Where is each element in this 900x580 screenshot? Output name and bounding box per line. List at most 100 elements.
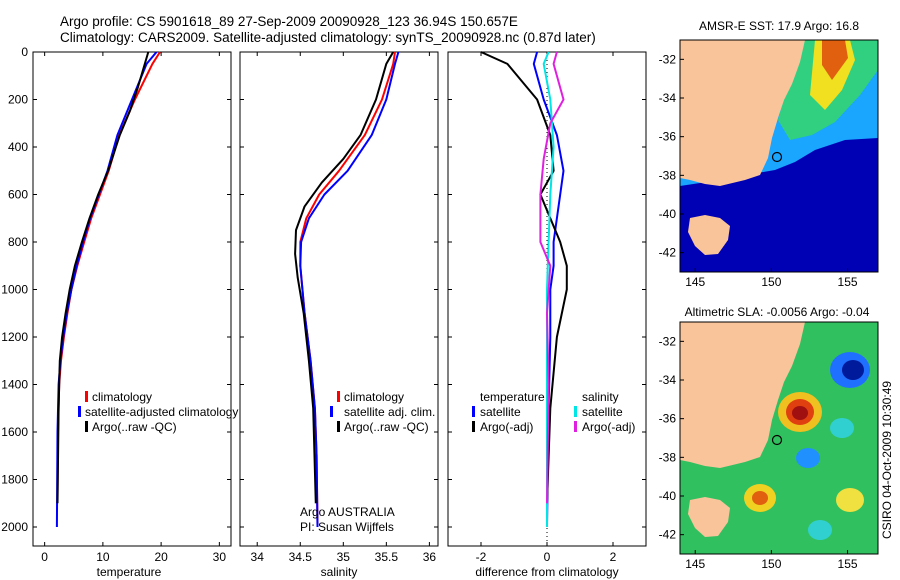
map-y-tick-label: -34 (659, 373, 677, 387)
x-tick-label: 10 (96, 550, 110, 564)
legend-label-argo: Argo(..raw -QC) (92, 420, 177, 434)
sla-low-anomaly-east (830, 418, 854, 438)
sst-map-title: AMSR-E SST: 17.9 Argo: 16.8 (699, 19, 859, 33)
sla-map-panel: Altimetric SLA: -0.0056 Argo: -0.04 145 1… (659, 305, 879, 571)
sla-argo-location-marker (771, 434, 783, 446)
map-y-tick-label: -34 (659, 91, 677, 105)
x-tick-label: 34.5 (289, 550, 313, 564)
legend-label-climatology: climatology (344, 390, 404, 404)
sla-map-title: Altimetric SLA: -0.0056 Argo: -0.04 (685, 305, 870, 319)
map-y-tick-label: -38 (659, 450, 677, 464)
temperature-legend: climatology satellite-adjusted climatolo… (78, 390, 238, 434)
sst-argo-location-marker (771, 151, 783, 163)
sst-land-tasmania (688, 215, 730, 255)
difference-xlabel: difference from climatology (475, 565, 618, 579)
y-tick-label: 800 (8, 235, 28, 249)
x-tick-label: 34 (251, 550, 265, 564)
argo-program-annotation: Argo AUSTRALIA (300, 505, 395, 519)
sla-low-anomaly-mid (796, 448, 820, 468)
legend-swatch-temp-argo (472, 421, 475, 432)
legend-swatch-climatology (337, 391, 340, 402)
map-x-tick-label: 155 (838, 275, 858, 289)
legend-swatch-sal-argo (574, 421, 577, 432)
x-tick-label: 20 (154, 550, 168, 564)
series-line-temperature-satellite (532, 51, 565, 528)
map-x-tick-label: 150 (761, 275, 781, 289)
map-x-tick-label: 155 (838, 557, 858, 571)
map-x-tick-label: 150 (761, 557, 781, 571)
sst-map-frame (679, 39, 879, 273)
x-tick-label: 0 (544, 550, 551, 564)
y-tick-label: 1400 (1, 378, 28, 392)
legend-heading-temperature: temperature (480, 390, 545, 404)
y-tick-label: 2000 (1, 520, 28, 534)
series-line-argo-raw-qc (294, 51, 395, 504)
map-y-tick-label: -38 (659, 168, 677, 182)
series-line-argo-raw-qc (56, 51, 150, 504)
sla-land-mainland (680, 322, 805, 468)
y-tick-label: 400 (8, 140, 28, 154)
sla-high-anomaly-se (836, 488, 864, 512)
legend-swatch-temp-satellite (472, 406, 475, 417)
legend-label-temp-satellite: satellite (480, 405, 521, 419)
series-line-satellite-adj-clim (299, 51, 400, 528)
legend-label-satellite-adjusted: satellite-adjusted climatology (85, 405, 238, 419)
y-tick-label: 1800 (1, 473, 28, 487)
pi-annotation: PI: Susan Wijffels (300, 520, 394, 534)
difference-panel: -2 0 2 difference from climatology tempera… (447, 51, 647, 579)
legend-swatch-argo (85, 421, 88, 432)
credit-timestamp: CSIRO 04-Oct-2009 10:30:49 (880, 381, 894, 539)
legend-swatch-satellite-adjusted (78, 406, 81, 417)
y-tick-label: 200 (8, 93, 28, 107)
salinity-legend: climatology satellite adj. clim. Argo(..… (330, 390, 435, 434)
sst-land-mainland (680, 40, 805, 186)
map-y-tick-label: -36 (659, 130, 677, 144)
map-y-tick-label: -36 (659, 412, 677, 426)
temperature-panel: 0 10 20 30 0 200 400 600 800 1000 1200 1400 1600 1800… (1, 45, 238, 579)
legend-label-climatology: climatology (92, 390, 152, 404)
legend-label-satellite-adj: satellite adj. clim. (344, 405, 435, 419)
x-tick-label: 36 (423, 550, 437, 564)
x-tick-label: -2 (476, 550, 487, 564)
x-tick-label: 35.5 (375, 550, 399, 564)
difference-legend: temperature satellite Argo(-adj) salinit… (472, 390, 635, 434)
map-y-tick-label: -40 (659, 207, 677, 221)
temperature-xlabel: temperature (97, 565, 162, 579)
x-tick-label: 0 (41, 550, 48, 564)
y-tick-label: 1000 (1, 283, 28, 297)
series-line-salinity-argo-adj (539, 51, 565, 504)
map-y-tick-label: -42 (659, 246, 677, 260)
x-tick-label: 30 (213, 550, 227, 564)
figure-title-line2: Climatology: CARS2009. Satellite-adjuste… (60, 30, 596, 45)
x-tick-label: 2 (610, 550, 617, 564)
salinity-panel: 34 34.5 35 35.5 36 salinity climatology sate… (239, 51, 439, 579)
map-x-tick-label: 145 (685, 275, 705, 289)
map-y-tick-label: -32 (659, 52, 677, 66)
legend-swatch-argo (337, 421, 340, 432)
sst-warmest-water (822, 40, 848, 80)
legend-swatch-climatology (85, 391, 88, 402)
sst-map-panel: AMSR-E SST: 17.9 Argo: 16.8 145 150 155 -32… (659, 19, 879, 289)
y-tick-label: 1200 (1, 330, 28, 344)
legend-label-sal-argo: Argo(-adj) (582, 420, 635, 434)
legend-label-argo: Argo(..raw -QC) (344, 420, 429, 434)
sla-strong-low-anomaly (842, 360, 864, 380)
sla-low-anomaly-south (808, 520, 832, 540)
map-y-tick-label: -42 (659, 528, 677, 542)
figure-title-line1: Argo profile: CS 5901618_89 27-Sep-2009 … (60, 14, 518, 29)
legend-swatch-satellite-adj (330, 406, 333, 417)
legend-label-temp-argo: Argo(-adj) (480, 420, 533, 434)
sla-land-tasmania (688, 497, 730, 537)
y-tick-label: 1600 (1, 425, 28, 439)
salinity-axes-frame (239, 51, 439, 547)
legend-label-sal-satellite: satellite (582, 405, 623, 419)
y-tick-label: 0 (21, 45, 28, 59)
map-x-tick-label: 145 (685, 557, 705, 571)
map-y-tick-label: -40 (659, 489, 677, 503)
legend-heading-salinity: salinity (582, 390, 619, 404)
salinity-xlabel: salinity (321, 565, 358, 579)
series-line-salinity-satellite (542, 51, 555, 527)
y-tick-label: 600 (8, 188, 28, 202)
sla-map-frame (679, 321, 879, 555)
